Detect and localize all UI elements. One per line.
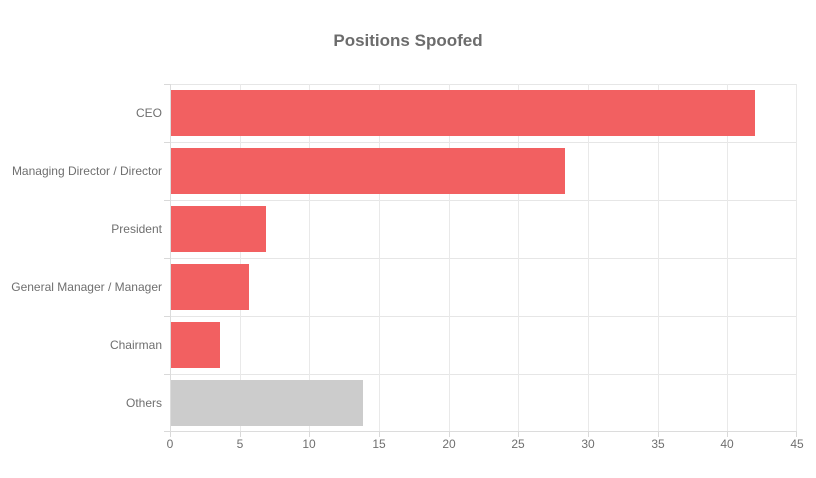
x-axis-tick-label: 40 [720, 437, 734, 451]
x-axis-tick-label: 45 [790, 437, 804, 451]
gridline-vertical [658, 84, 659, 432]
bar-managing-director-director[interactable] [171, 148, 565, 194]
x-axis-tick-label: 10 [302, 437, 316, 451]
y-axis-category-label: CEO [135, 106, 162, 120]
chart-title: Positions Spoofed [333, 31, 483, 50]
y-axis-tick [164, 374, 170, 375]
y-axis-tick [164, 84, 170, 85]
y-axis-category-label: Managing Director / Director [11, 164, 162, 178]
x-axis-tick-label: 30 [581, 437, 595, 451]
x-axis-tick [309, 432, 310, 437]
gridline-horizontal [170, 374, 797, 375]
bar-chairman[interactable] [171, 322, 220, 368]
gridline-vertical [449, 84, 450, 432]
x-axis-tick [658, 432, 659, 437]
gridline-vertical [240, 84, 241, 432]
x-axis-tick [727, 432, 728, 437]
bar-others[interactable] [171, 380, 363, 426]
gridline-vertical [588, 84, 589, 432]
bar-ceo[interactable] [171, 90, 755, 136]
gridline-horizontal [170, 258, 797, 259]
gridline-horizontal [170, 200, 797, 201]
bar-general-manager-manager[interactable] [171, 264, 249, 310]
x-axis-tick [449, 432, 450, 437]
y-axis-category-label: General Manager / Manager [11, 280, 162, 294]
y-axis-tick [164, 142, 170, 143]
y-axis-tick [164, 431, 170, 432]
x-axis-tick [588, 432, 589, 437]
y-axis-tick [164, 200, 170, 201]
x-axis-tick [240, 432, 241, 437]
y-axis-category-label: Chairman [109, 338, 162, 352]
y-axis-category-label: Others [125, 396, 162, 410]
x-axis-tick-label: 35 [651, 437, 665, 451]
x-axis-tick-label: 15 [372, 437, 386, 451]
x-axis-tick [379, 432, 380, 437]
x-axis-tick-label: 0 [166, 437, 174, 451]
bar-president[interactable] [171, 206, 266, 252]
y-axis-tick [164, 316, 170, 317]
plot-area: 0 5 10 15 20 25 30 35 40 45 [164, 84, 804, 451]
gridline-vertical [309, 84, 310, 432]
gridline-horizontal [170, 84, 797, 85]
gridline-horizontal [170, 316, 797, 317]
x-axis-line [170, 431, 797, 432]
gridline-vertical [796, 84, 797, 432]
x-axis-tick-label: 25 [511, 437, 525, 451]
gridline-vertical [379, 84, 380, 432]
x-axis-tick-label: 20 [442, 437, 456, 451]
y-axis-line [170, 84, 171, 432]
y-axis-category-label: President [111, 222, 162, 236]
x-axis-tick-label: 5 [236, 437, 244, 451]
x-axis-tick [170, 432, 171, 437]
gridline-vertical [518, 84, 519, 432]
x-axis-tick [518, 432, 519, 437]
gridline-vertical [727, 84, 728, 432]
y-axis-tick [164, 258, 170, 259]
x-axis-tick [796, 432, 797, 437]
gridline-horizontal [170, 142, 797, 143]
